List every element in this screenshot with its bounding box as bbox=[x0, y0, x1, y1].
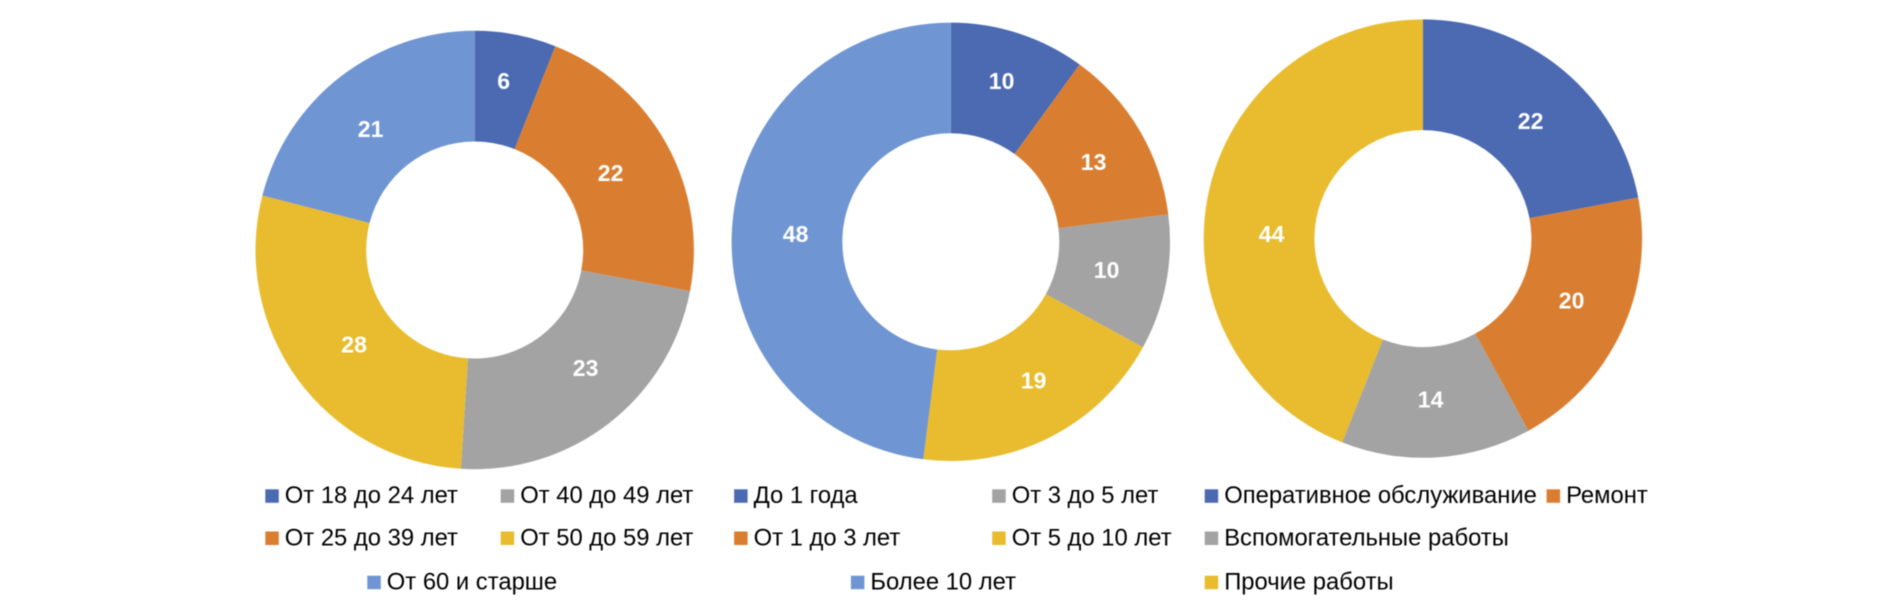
svg-text:От 5 до 10 лет: От 5 до 10 лет bbox=[1012, 524, 1172, 551]
svg-text:От 50 до 59 лет: От 50 до 59 лет bbox=[520, 524, 693, 551]
svg-text:От 40 до 49 лет: От 40 до 49 лет bbox=[520, 482, 693, 509]
svg-text:Ремонт: Ремонт bbox=[1566, 482, 1648, 509]
svg-text:13: 13 bbox=[1081, 149, 1107, 175]
svg-text:До 1 года: До 1 года bbox=[754, 482, 859, 509]
svg-text:20: 20 bbox=[1559, 287, 1585, 313]
svg-text:22: 22 bbox=[1518, 108, 1544, 134]
svg-text:От 18 до 24 лет: От 18 до 24 лет bbox=[285, 482, 458, 509]
svg-text:Более 10 лет: Более 10 лет bbox=[870, 569, 1016, 596]
svg-text:От 1 до 3 лет: От 1 до 3 лет bbox=[754, 524, 901, 551]
svg-text:22: 22 bbox=[598, 160, 624, 186]
svg-text:48: 48 bbox=[783, 221, 809, 247]
svg-text:21: 21 bbox=[358, 116, 384, 142]
svg-text:10: 10 bbox=[989, 68, 1015, 94]
svg-text:Вспомогательные работы: Вспомогательные работы bbox=[1224, 524, 1509, 551]
svg-text:6: 6 bbox=[497, 68, 510, 94]
svg-text:Прочие работы: Прочие работы bbox=[1224, 569, 1393, 596]
svg-text:От 3 до 5 лет: От 3 до 5 лет bbox=[1012, 482, 1159, 509]
svg-text:19: 19 bbox=[1021, 367, 1047, 393]
svg-text:14: 14 bbox=[1418, 386, 1444, 412]
svg-text:10: 10 bbox=[1094, 257, 1120, 283]
svg-text:44: 44 bbox=[1259, 221, 1285, 247]
svg-text:Оперативное обслуживание: Оперативное обслуживание bbox=[1224, 482, 1537, 509]
svg-text:23: 23 bbox=[573, 355, 599, 381]
svg-text:От 60 и старше: От 60 и старше bbox=[387, 569, 557, 596]
svg-text:От 25 до 39 лет: От 25 до 39 лет bbox=[285, 524, 458, 551]
svg-text:28: 28 bbox=[341, 331, 367, 357]
